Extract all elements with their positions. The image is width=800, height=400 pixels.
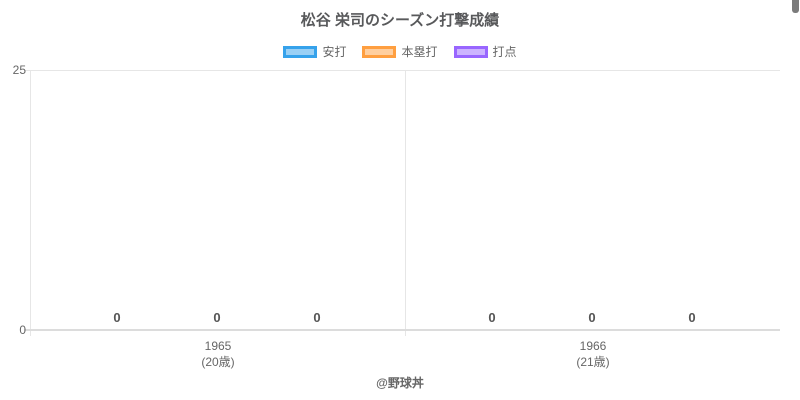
data-label-homeruns-1966: 0 bbox=[588, 310, 596, 325]
x-tick-year-1966: 1966 bbox=[579, 339, 607, 353]
chart-legend: 安打 本塁打 打点 bbox=[0, 43, 800, 60]
legend-item-rbi[interactable]: 打点 bbox=[453, 43, 517, 60]
chart-title: 松谷 栄司のシーズン打撃成績 bbox=[300, 12, 500, 29]
gridline-top bbox=[24, 70, 780, 71]
x-tick-label-1965: 1965 (20歳) bbox=[158, 338, 278, 370]
data-label-rbi-1965: 0 bbox=[313, 310, 321, 325]
legend-label-homeruns: 本塁打 bbox=[401, 45, 438, 59]
x-tick-age-1965: (20歳) bbox=[201, 355, 235, 369]
legend-swatch-homeruns-icon bbox=[362, 45, 397, 58]
x-axis-line bbox=[24, 329, 780, 331]
scrollbar-thumb[interactable] bbox=[792, 0, 799, 13]
data-label-rbi-1966: 0 bbox=[688, 310, 696, 325]
legend-label-rbi: 打点 bbox=[492, 45, 517, 59]
x-tick-label-1966: 1966 (21歳) bbox=[533, 338, 653, 370]
data-label-homeruns-1965: 0 bbox=[213, 310, 221, 325]
legend-swatch-hits-icon bbox=[283, 45, 318, 58]
data-label-hits-1965: 0 bbox=[113, 310, 121, 325]
gridline-category-divider bbox=[405, 70, 406, 336]
axis-border-left bbox=[30, 70, 31, 336]
y-tick-label-25: 25 bbox=[12, 63, 26, 77]
legend-swatch-rbi-icon bbox=[453, 45, 488, 58]
legend-item-hits[interactable]: 安打 bbox=[283, 43, 346, 60]
x-tick-age-1966: (21歳) bbox=[576, 355, 610, 369]
legend-item-homeruns[interactable]: 本塁打 bbox=[362, 43, 438, 60]
x-tick-year-1965: 1965 bbox=[204, 339, 232, 353]
data-label-hits-1966: 0 bbox=[488, 310, 496, 325]
legend-label-hits: 安打 bbox=[322, 45, 347, 59]
y-tick-label-0: 0 bbox=[19, 323, 26, 337]
footer-credit: @野球丼 bbox=[376, 376, 424, 390]
